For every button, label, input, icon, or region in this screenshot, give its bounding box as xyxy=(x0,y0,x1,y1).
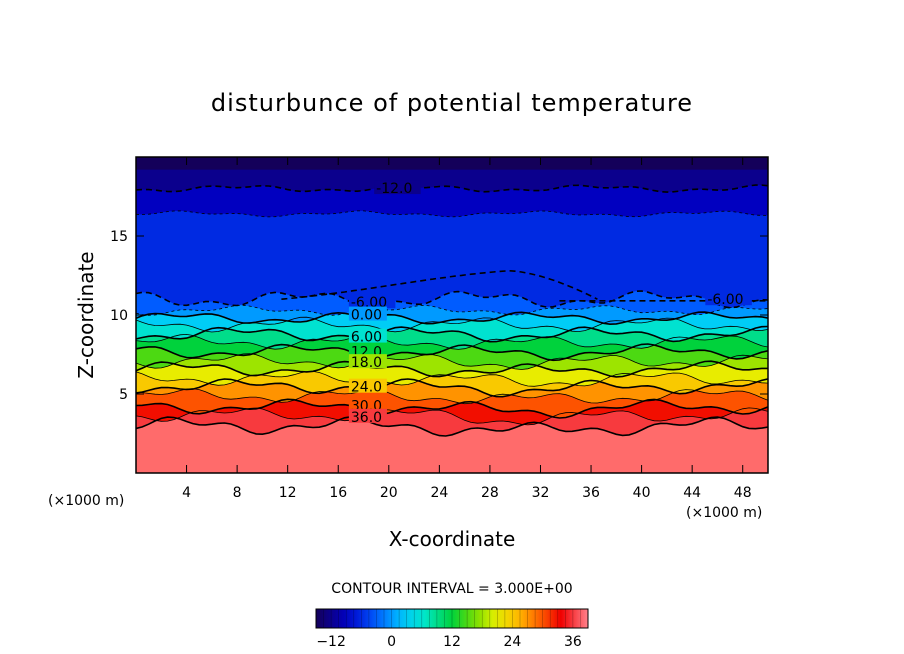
x-unit-left: (×1000 m) xyxy=(48,493,124,509)
contour-line--3 xyxy=(136,304,768,316)
contour-label-36: 36.0 xyxy=(351,410,382,426)
colorbar-ticks: −12 0 12 24 36 xyxy=(316,634,582,650)
contour-label--6-bg xyxy=(348,294,396,309)
contour-line-21 xyxy=(136,370,768,387)
contour-label-24: 24.0 xyxy=(351,380,382,396)
contour-line-0 xyxy=(136,311,768,326)
x-tick-label: 40 xyxy=(633,485,651,501)
contour-fill-area xyxy=(136,157,768,473)
chart-title: disturbunce of potential temperature xyxy=(211,89,693,117)
contour-label-24-bg xyxy=(348,378,387,393)
contour-line-9 xyxy=(136,333,768,350)
contour-labels: -12.0-6.000.006.0012.018.024.030.036.0-6… xyxy=(348,180,752,426)
contour-label-30-bg xyxy=(348,397,387,412)
x-unit-right: (×1000 m) xyxy=(686,505,762,521)
contour-line-12 xyxy=(136,343,768,362)
colorbar-tick-label: 12 xyxy=(443,634,461,650)
contour-label--12: -12.0 xyxy=(376,181,412,197)
x-tick-label: 8 xyxy=(233,485,242,501)
colorbar-tick-label: −12 xyxy=(316,634,346,650)
contour-label-extra-bg xyxy=(705,291,752,306)
contour-line-18 xyxy=(136,360,768,378)
contour-label--12-bg xyxy=(374,180,421,195)
x-tick-label: 36 xyxy=(582,485,600,501)
colorbar xyxy=(315,608,589,629)
y-axis-label: Z-coordinate xyxy=(74,251,98,378)
contour-label-0-bg xyxy=(348,306,387,321)
contour-line--12 xyxy=(136,184,768,193)
contour-label-18: 18.0 xyxy=(351,355,382,371)
contour-line-27 xyxy=(136,388,768,405)
contour-label-18-bg xyxy=(348,354,387,369)
contour-line-36 xyxy=(136,415,768,437)
contour-line-3 xyxy=(136,316,768,333)
colorbar-segments xyxy=(323,609,581,628)
contour-line-24 xyxy=(136,378,768,398)
contour-label-0: 0.00 xyxy=(351,308,382,324)
colorbar-tick-label: 36 xyxy=(564,634,582,650)
contour-lines xyxy=(136,184,768,437)
contour-line-6 xyxy=(136,325,768,343)
x-tick-label: 24 xyxy=(430,485,448,501)
x-axis-label: X-coordinate xyxy=(389,527,516,551)
contour-label-6-bg xyxy=(348,328,387,343)
fill-top xyxy=(136,157,768,170)
x-tick-label: 4 xyxy=(182,485,191,501)
y-tick-label: 15 xyxy=(110,229,128,245)
colorbar-tick-label: 24 xyxy=(504,634,522,650)
y-tick-label: 10 xyxy=(110,308,128,324)
x-tick-label: 48 xyxy=(734,485,752,501)
x-tick-label: 12 xyxy=(279,485,297,501)
x-tick-label: 20 xyxy=(380,485,398,501)
x-axis-ticks: 4 8 12 16 20 24 28 32 36 40 44 48 xyxy=(182,157,752,501)
x-tick-label: 32 xyxy=(532,485,550,501)
x-tick-label: 16 xyxy=(329,485,347,501)
contour-line--9 xyxy=(136,210,768,218)
contour-dome--6 xyxy=(281,269,598,300)
y-axis-ticks: 5 10 15 xyxy=(110,229,768,403)
colorbar-tick-label: 0 xyxy=(387,634,396,650)
contour-interval-note: CONTOUR INTERVAL = 3.000E+00 xyxy=(331,581,572,597)
contour-line-15 xyxy=(136,353,768,370)
x-tick-label: 44 xyxy=(683,485,701,501)
contour-line-33 xyxy=(136,407,768,426)
contour-label-36-bg xyxy=(348,408,387,423)
x-tick-label: 28 xyxy=(481,485,499,501)
contour-label-extra: -6.00 xyxy=(707,292,743,308)
y-tick-label: 5 xyxy=(119,387,128,403)
contour-line-30 xyxy=(136,398,768,419)
contour-label-6: 6.00 xyxy=(351,330,382,346)
